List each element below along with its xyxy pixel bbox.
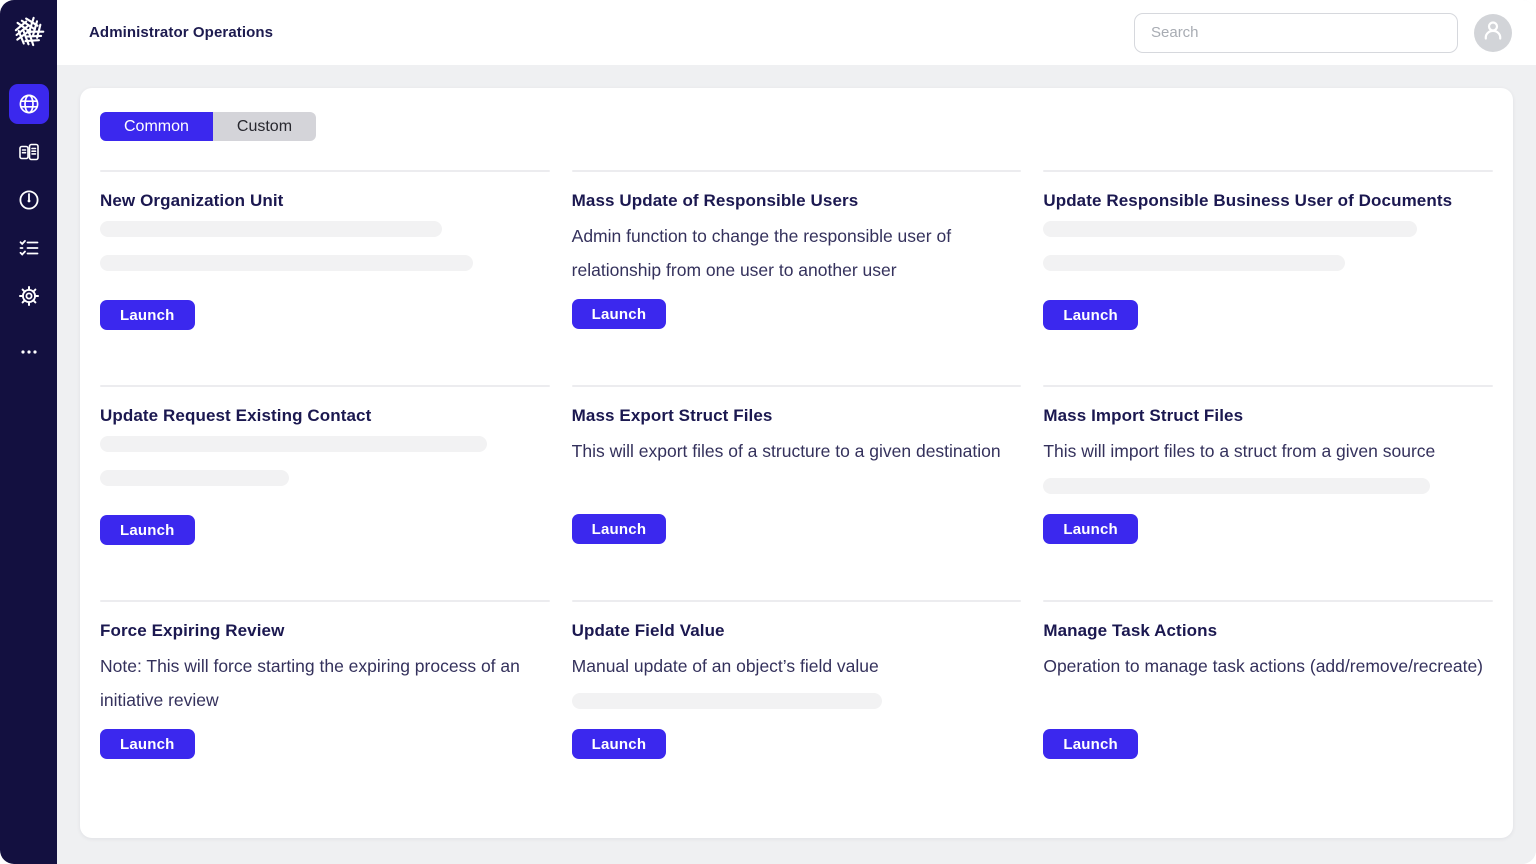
library-icon	[17, 140, 41, 164]
content-area: Common Custom New Organization Unit Laun…	[57, 65, 1536, 864]
card-title: Mass Update of Responsible Users	[571, 191, 859, 210]
launch-button[interactable]: Launch	[100, 515, 195, 545]
card-title: Update Responsible Business User of Docu…	[1043, 191, 1453, 210]
card-description	[1043, 221, 1493, 300]
skeleton-bar	[100, 470, 289, 486]
tab-custom[interactable]: Custom	[212, 112, 317, 141]
card-description-text: Admin function to change the responsible…	[571, 226, 952, 280]
sidebar-item-more[interactable]	[9, 332, 49, 372]
sidebar-item-gauge[interactable]	[9, 180, 49, 220]
avatar[interactable]	[1474, 13, 1512, 52]
card-divider	[100, 385, 550, 387]
operation-card-update-responsible-business-user: Update Responsible Business User of Docu…	[1043, 170, 1493, 385]
globe-icon	[17, 92, 41, 116]
card-divider	[571, 385, 1022, 387]
card-description	[100, 436, 550, 515]
gear-icon	[17, 284, 41, 308]
operation-card-mass-import-struct-files: Mass Import Struct Files This will impor…	[1043, 385, 1493, 600]
operation-card-force-expiring-review: Force Expiring Review Note: This will fo…	[100, 600, 550, 815]
card-description: This will export files of a structure to…	[572, 435, 1022, 514]
operation-card-update-request-existing-contact: Update Request Existing Contact Launch	[100, 385, 550, 600]
sidebar-item-library[interactable]	[9, 132, 49, 172]
sidebar-item-settings[interactable]	[9, 276, 49, 316]
sidebar-item-checklist[interactable]	[9, 228, 49, 268]
card-divider	[100, 170, 550, 172]
tab-bar: Common Custom	[100, 112, 1493, 141]
main-area: Administrator Operations Com	[57, 0, 1536, 864]
card-divider	[1043, 170, 1493, 172]
more-icon	[17, 340, 41, 364]
operations-panel: Common Custom New Organization Unit Laun…	[80, 88, 1513, 838]
skeleton-bar	[100, 255, 474, 271]
card-title: Mass Import Struct Files	[1043, 406, 1244, 425]
search-input[interactable]	[1134, 12, 1458, 53]
app-logo[interactable]	[0, 0, 57, 64]
tab-common[interactable]: Common	[100, 112, 213, 141]
skeleton-bar	[100, 436, 487, 452]
card-description-text: This will export files of a structure to…	[571, 441, 1001, 461]
card-title: New Organization Unit	[100, 191, 284, 210]
operation-card-update-field-value: Update Field Value Manual update of an o…	[571, 600, 1022, 815]
skeleton-bar	[1043, 255, 1345, 271]
card-description-text: Manual update of an object’s field value	[571, 656, 879, 676]
card-divider	[571, 170, 1022, 172]
card-description: Note: This will force starting the expir…	[100, 650, 550, 729]
card-title: Update Field Value	[571, 621, 725, 640]
card-title: Update Request Existing Contact	[100, 406, 372, 425]
card-title: Force Expiring Review	[100, 621, 285, 640]
sidebar-nav	[8, 84, 49, 380]
launch-button[interactable]: Launch	[1043, 300, 1138, 330]
operations-grid: New Organization Unit Launch Mass Update…	[100, 170, 1493, 815]
card-description: Operation to manage task actions (add/re…	[1043, 650, 1493, 729]
user-icon	[1480, 17, 1506, 48]
sidebar-item-globe[interactable]	[8, 84, 49, 124]
card-description: Manual update of an object’s field value	[571, 650, 1022, 729]
card-description: This will import files to a struct from …	[1043, 435, 1493, 514]
sidebar	[0, 0, 57, 864]
card-description-text: Note: This will force starting the expir…	[100, 656, 520, 710]
logo-icon	[9, 10, 49, 55]
card-title: Mass Export Struct Files	[571, 406, 773, 425]
header: Administrator Operations	[57, 0, 1536, 65]
card-divider	[100, 600, 550, 602]
skeleton-bar	[571, 692, 882, 709]
launch-button[interactable]: Launch	[571, 299, 667, 329]
card-description-text: This will import files to a struct from …	[1043, 441, 1436, 461]
skeleton-bar	[1043, 477, 1431, 494]
card-divider	[1043, 385, 1493, 387]
operation-card-mass-update-responsible-users: Mass Update of Responsible Users Admin f…	[571, 170, 1022, 385]
launch-button[interactable]: Launch	[1043, 514, 1138, 544]
launch-button[interactable]: Launch	[571, 514, 667, 544]
gauge-icon	[17, 188, 41, 212]
card-divider	[1043, 600, 1493, 602]
checklist-icon	[17, 236, 41, 260]
launch-button[interactable]: Launch	[571, 729, 667, 759]
skeleton-bar	[1043, 221, 1417, 237]
skeleton-bar	[100, 221, 442, 237]
operation-card-mass-export-struct-files: Mass Export Struct Files This will expor…	[571, 385, 1022, 600]
launch-button[interactable]: Launch	[100, 729, 195, 759]
page-title: Administrator Operations	[89, 24, 274, 41]
launch-button[interactable]: Launch	[1043, 729, 1138, 759]
card-description-text: Operation to manage task actions (add/re…	[1043, 656, 1483, 676]
card-description: Admin function to change the responsible…	[572, 220, 1022, 299]
operation-card-manage-task-actions: Manage Task Actions Operation to manage …	[1043, 600, 1493, 815]
card-title: Manage Task Actions	[1043, 621, 1218, 640]
header-right	[1134, 12, 1512, 53]
card-divider	[571, 600, 1022, 602]
card-description	[100, 221, 550, 300]
launch-button[interactable]: Launch	[100, 300, 195, 330]
operation-card-new-organization-unit: New Organization Unit Launch	[100, 170, 550, 385]
